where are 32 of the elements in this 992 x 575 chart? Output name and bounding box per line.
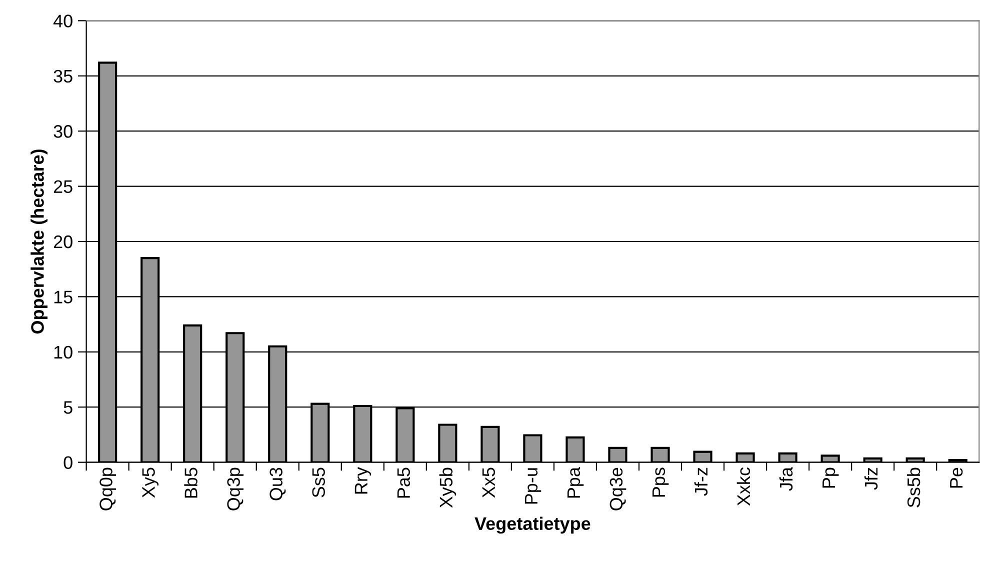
y-tick-label: 0: [64, 456, 72, 470]
y-tick-label: 10: [54, 346, 72, 359]
y-tick-label: 20: [54, 235, 72, 248]
x-tick-label: Jfa: [779, 467, 793, 491]
x-tick-label: Ss5: [312, 468, 325, 498]
y-tick-label: 30: [54, 125, 72, 138]
y-tick-label: 25: [54, 180, 72, 194]
y-axis-title: Oppervlakte (hectare): [30, 150, 48, 334]
x-axis-title: Vegetatietype: [474, 516, 590, 534]
y-tick-label: 5: [64, 401, 72, 414]
x-tick-label: Qq3e: [610, 468, 626, 510]
x-tick-label: Xxkc: [736, 468, 750, 506]
x-tick-label: Pps: [652, 468, 669, 497]
x-tick-label: Xx5: [482, 468, 496, 498]
x-tick-label: Xy5b: [439, 468, 456, 508]
x-tick-label: Rry: [354, 467, 372, 494]
x-tick-label: Xy5: [142, 468, 158, 498]
x-tick-label: Pp: [822, 468, 839, 488]
x-tick-label: Pe: [950, 468, 963, 488]
y-tick-label: 15: [54, 290, 72, 304]
x-tick-label: Qq0p: [100, 468, 116, 510]
x-tick-label: Qu3: [270, 468, 286, 500]
y-tick-label: 40: [53, 14, 72, 28]
x-tick-label: Qq3p: [227, 468, 244, 510]
x-tick-label: Ss5b: [906, 468, 920, 508]
x-tick-label: Pa5: [397, 468, 410, 498]
x-tick-label: Bb5: [184, 468, 198, 498]
x-tick-label: Jf-z: [694, 468, 708, 496]
y-tick-label: 35: [54, 70, 72, 83]
x-tick-label: Ppa: [567, 467, 584, 498]
x-tick-label: Pp-u: [524, 468, 542, 504]
x-tick-label: Jfz: [864, 468, 878, 490]
